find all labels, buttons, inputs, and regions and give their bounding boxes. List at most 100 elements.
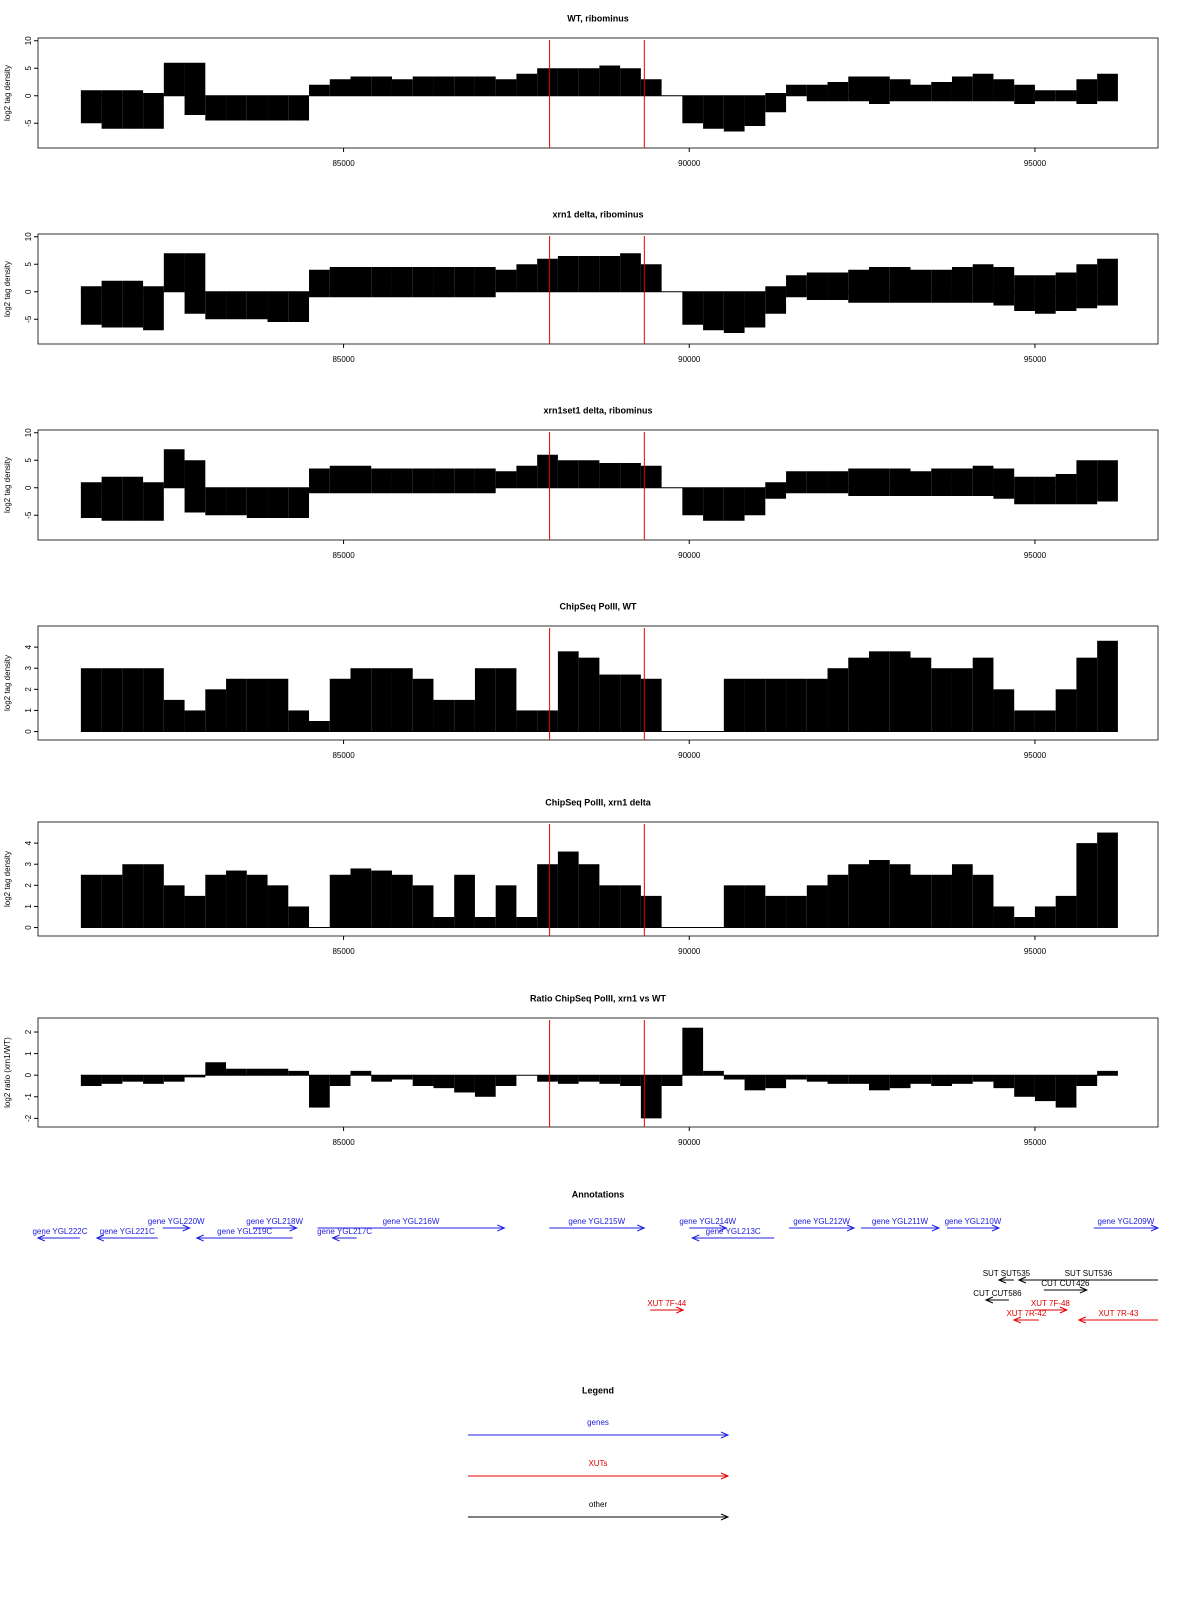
signal-bar: [1076, 95, 1098, 104]
feature-label: XUT 7R-43: [1098, 1309, 1138, 1318]
signal-bar: [122, 476, 144, 488]
signal-bar: [309, 291, 330, 298]
signal-bar: [786, 471, 807, 488]
signal-bar: [184, 291, 206, 314]
signal-bar: [350, 291, 372, 298]
signal-bar: [806, 84, 828, 96]
signal-bar: [267, 885, 289, 928]
arrow-head: [497, 1224, 506, 1232]
signal-bar: [433, 487, 455, 494]
signal-bar: [703, 487, 724, 521]
signal-bar: [143, 93, 164, 96]
signal-bar: [412, 1075, 434, 1086]
signal-bar: [1055, 487, 1077, 505]
signal-bar: [723, 291, 745, 333]
signal-bar: [412, 487, 434, 494]
signal-bar: [951, 864, 973, 928]
signal-bar: [806, 291, 828, 300]
signal-bar: [143, 668, 164, 732]
signal-bar: [80, 95, 102, 124]
signal-bar: [723, 487, 745, 521]
signal-bar: [246, 1068, 268, 1076]
signal-bar: [744, 678, 766, 732]
signal-bar: [205, 1062, 227, 1076]
signal-bar: [869, 468, 890, 488]
signal-bar: [620, 463, 641, 488]
signal-bar: [246, 291, 268, 320]
y-tick-label: 10: [24, 232, 33, 241]
signal-bar: [848, 468, 870, 488]
signal-bar: [433, 699, 455, 732]
signal-bar: [640, 465, 662, 488]
signal-bar: [744, 885, 766, 928]
signal-bar: [350, 487, 372, 494]
signal-bar: [474, 291, 496, 298]
signal-bar: [516, 465, 538, 488]
signal-bar: [288, 1070, 310, 1076]
signal-bar: [869, 487, 890, 496]
signal-bar: [910, 291, 932, 303]
signal-bar: [682, 487, 704, 516]
signal-bar: [205, 689, 227, 732]
signal-bar: [143, 864, 164, 928]
signal-bar: [931, 468, 952, 488]
signal-bar: [495, 1075, 517, 1086]
signal-bar: [143, 286, 164, 292]
signal-bar: [474, 468, 496, 488]
chart-title: WT, ribominus: [567, 13, 629, 23]
arrow-head: [984, 1296, 994, 1304]
y-tick-label: 3: [24, 665, 33, 670]
signal-bar: [1055, 474, 1077, 488]
signal-bar: [869, 76, 890, 96]
signal-bar: [640, 678, 662, 732]
signal-bar: [703, 291, 724, 331]
signal-bar: [1014, 275, 1035, 292]
signal-bar: [827, 471, 849, 488]
signal-bar: [412, 267, 434, 292]
x-tick-label: 95000: [1024, 751, 1047, 760]
signal-bar: [1014, 291, 1035, 311]
x-tick-label: 85000: [332, 551, 355, 560]
y-tick-label: 0: [24, 925, 33, 930]
signal-bar: [931, 1075, 952, 1086]
signal-bar: [931, 82, 952, 96]
signal-bar: [163, 885, 185, 928]
signal-bar: [1055, 291, 1077, 311]
x-tick-label: 95000: [1024, 947, 1047, 956]
signal-bar: [309, 721, 330, 732]
signal-bar: [391, 874, 413, 928]
signal-bar: [889, 468, 911, 488]
signal-bar: [765, 291, 787, 314]
signal-bar: [599, 65, 621, 96]
signal-bar: [101, 95, 123, 129]
plot-frame: [37, 37, 1159, 149]
signal-bar: [309, 487, 330, 494]
signal-bar: [80, 90, 102, 96]
feature-label: gene YGL222C: [32, 1227, 87, 1236]
signal-bar: [931, 291, 952, 303]
signal-bar: [80, 286, 102, 292]
signal-bar: [889, 487, 911, 496]
signal-bar: [412, 468, 434, 488]
signal-bar: [1034, 291, 1056, 314]
x-tick-label: 90000: [678, 551, 701, 560]
signal-bar: [1076, 79, 1098, 96]
signal-bar: [267, 291, 289, 322]
signal-bar: [412, 76, 434, 96]
signal-bar: [889, 95, 911, 102]
signal-bar: [1014, 710, 1035, 732]
signal-bar: [931, 269, 952, 292]
signal-bar: [765, 286, 787, 292]
signal-bar: [889, 267, 911, 292]
y-tick-label: -5: [24, 119, 33, 127]
signal-bar: [972, 1075, 994, 1082]
signal-bar: [620, 674, 641, 732]
signal-bar: [433, 291, 455, 298]
signal-bar: [889, 651, 911, 732]
signal-bar: [80, 291, 102, 325]
signal-bar: [163, 699, 185, 732]
signal-bar: [848, 269, 870, 292]
signal-bar: [1097, 832, 1118, 928]
signal-bar: [640, 1075, 662, 1119]
signal-bar: [599, 1075, 621, 1084]
